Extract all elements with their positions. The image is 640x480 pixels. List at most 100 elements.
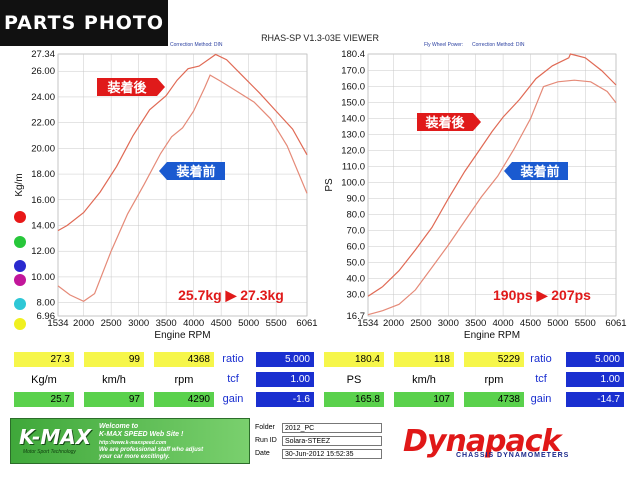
legend-dot-5 (14, 298, 26, 310)
right-y-tick-5: 130.0 (341, 130, 365, 141)
right-y-tick-15: 30.0 (347, 290, 366, 301)
right-before-speed: 107 (394, 392, 454, 407)
right-y-tick-16: 16.7 (347, 311, 366, 322)
left-y-tick-6: 16.00 (31, 195, 55, 206)
right-x-tick-1: 2000 (383, 318, 404, 329)
left-x-tick-6: 4500 (211, 318, 232, 329)
left-y-tick-7: 14.00 (31, 220, 55, 231)
kmax-line-5: your car more excitingly. (99, 454, 170, 460)
right-label-after-box (417, 113, 473, 131)
left-y-tick-11: 6.96 (37, 311, 56, 322)
kmax-welcome: Welcome to (99, 423, 139, 430)
right-tcf-label: tcf (535, 373, 547, 385)
dynapack-logo: Dynapack (403, 424, 562, 459)
legend-dot-6 (14, 318, 26, 330)
left-label-after: 装着後 (97, 78, 165, 96)
left-x-tick-2: 2500 (101, 318, 122, 329)
date-label: Date (255, 450, 270, 457)
left-y-tick-3: 22.00 (31, 118, 55, 129)
left-gain-value: -1.6 (256, 392, 314, 407)
left-series-after (57, 53, 308, 232)
left-label-after-box (97, 78, 157, 96)
left-y-tick-1: 26.00 (31, 66, 55, 77)
dynapack-subtitle: CHASSIS DYNAMOMETERS (456, 452, 570, 459)
kmax-site-title: K-MAX SPEED Web Site ! (99, 431, 184, 438)
right-ratio-value: 5.000 (566, 352, 624, 367)
right-x-tick-8: 5500 (575, 318, 596, 329)
left-tcf-value: 1.00 (256, 372, 314, 387)
left-label-before-box (167, 162, 225, 180)
left-label-after-text: 装着後 (106, 80, 147, 95)
right-ratio-label: ratio (530, 353, 552, 365)
left-y-tick-9: 10.00 (31, 272, 55, 283)
right-y-tick-8: 100.0 (341, 178, 365, 189)
left-max-speed: 99 (84, 352, 144, 367)
right-x-tick-5: 4000 (493, 318, 514, 329)
right-y-tick-7: 110.0 (342, 162, 365, 173)
right-y-tick-0: 180.4 (341, 49, 365, 60)
right-series-before (367, 79, 617, 316)
right-y-axis-label: PS (324, 178, 335, 192)
left-x-tick-4: 3500 (156, 318, 177, 329)
left-header-speed: km/h (102, 374, 126, 386)
right-header-unit: PS (346, 374, 362, 386)
viewer-title: RHAS-SP V1.3-03E VIEWER (261, 33, 379, 43)
kmax-url: http://www.k-maxspeed.com (99, 440, 167, 446)
right-series-after (367, 53, 617, 297)
legend-dot-4 (14, 274, 26, 286)
right-x-tick-6: 4500 (520, 318, 541, 329)
right-x-tick-3: 3000 (438, 318, 459, 329)
left-y-tick-10: 8.00 (37, 298, 56, 309)
right-y-tick-4: 140.0 (341, 114, 365, 125)
left-gain-label: gain (222, 393, 244, 405)
left-label-before: 装着前 (159, 162, 225, 180)
right-meta-2: Correction Method: DIN (472, 42, 525, 48)
right-max-value: 180.4 (324, 352, 384, 367)
right-gain-label: gain (530, 393, 552, 405)
left-x-tick-1: 2000 (73, 318, 94, 329)
right-y-tick-11: 70.0 (347, 226, 366, 237)
right-y-tick-3: 150.0 (341, 98, 365, 109)
right-label-after-text: 装着後 (424, 115, 465, 130)
right-tcf-value: 1.00 (566, 372, 624, 387)
left-x-axis-label: Engine RPM (154, 330, 210, 341)
left-x-tick-0: 1534 (47, 318, 68, 329)
left-tcf-label: tcf (227, 373, 239, 385)
right-plot-frame (367, 53, 617, 317)
left-label-after-arrow (157, 78, 165, 96)
left-y-tick-4: 20.00 (31, 143, 55, 154)
right-max-speed: 118 (394, 352, 454, 367)
left-header-unit: Kg/m (31, 374, 57, 386)
left-label-before-text: 装着前 (175, 164, 215, 179)
left-max-value: 27.3 (14, 352, 74, 367)
left-max-rpm: 4368 (154, 352, 214, 367)
parts-photo-badge: PARTS PHOTO (0, 0, 168, 46)
left-before-value: 25.7 (14, 392, 74, 407)
right-y-tick-2: 160.0 (341, 82, 365, 93)
kmax-tagline: Motor Sport Technology (23, 449, 76, 455)
right-header-rpm: rpm (484, 374, 504, 386)
right-y-tick-6: 120.0 (341, 146, 365, 157)
right-label-after-arrow (473, 113, 481, 131)
runid-value: Solara-STEEZ (282, 436, 382, 446)
left-x-tick-7: 5000 (238, 318, 259, 329)
right-y-tick-9: 90.0 (347, 194, 366, 205)
left-x-tick-5: 4000 (183, 318, 204, 329)
right-annotation: 190ps ▶ 207ps (493, 287, 591, 303)
legend-dot-1 (14, 211, 26, 223)
right-x-axis-label: Engine RPM (464, 330, 520, 341)
right-label-after: 装着後 (417, 113, 481, 131)
folder-label: Folder (255, 424, 275, 431)
right-y-tick-13: 50.0 (347, 258, 366, 269)
right-before-rpm: 4738 (464, 392, 524, 407)
runid-label: Run ID (255, 437, 277, 444)
left-x-tick-3: 3000 (128, 318, 149, 329)
kmax-banner[interactable]: K-MAX Motor Sport Technology Welcome to … (10, 418, 250, 464)
left-annotation: 25.7kg ▶ 27.3kg (178, 287, 284, 303)
right-x-tick-7: 5000 (547, 318, 568, 329)
right-label-before-arrow (504, 162, 512, 180)
kmax-logo: K-MAX (19, 425, 92, 449)
left-y-tick-5: 18.00 (31, 169, 55, 180)
